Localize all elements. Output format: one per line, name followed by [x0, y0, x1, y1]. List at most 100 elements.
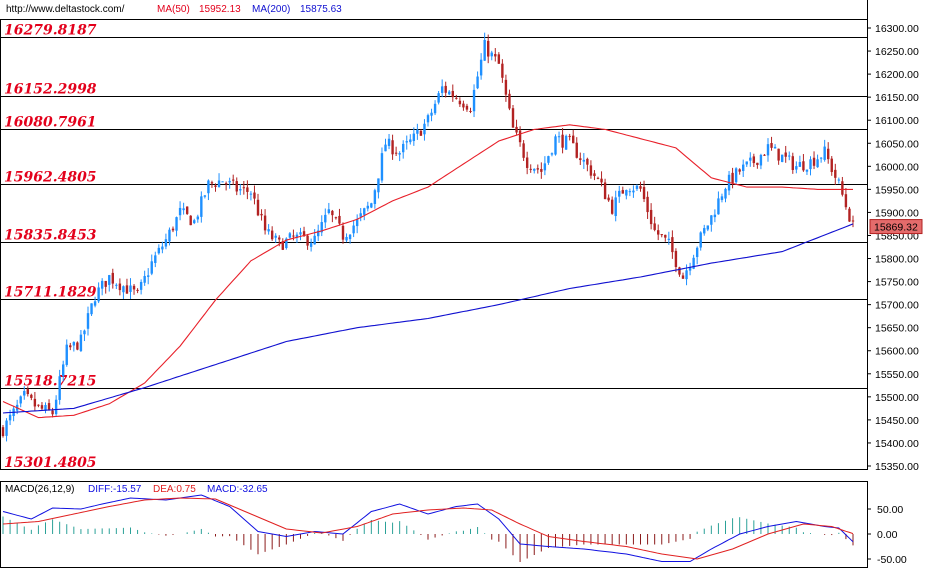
candle-body	[288, 233, 292, 238]
candle-body	[710, 215, 713, 225]
level-label: 16279.8187	[4, 23, 97, 39]
candle-body	[76, 342, 79, 350]
candle-body	[550, 153, 554, 155]
macd-panel: 50.00 0.00 -50.00	[2, 494, 907, 566]
candle-body	[841, 181, 844, 195]
candle-body	[667, 238, 671, 240]
candle-body	[738, 169, 741, 172]
candle-body	[334, 217, 338, 219]
candle-body	[416, 129, 419, 134]
candle-body	[812, 157, 816, 166]
level-label: 15518.7215	[4, 374, 97, 390]
candle-body	[773, 146, 777, 149]
candle-body	[394, 152, 398, 154]
candle-body	[384, 144, 387, 152]
candle-body	[398, 153, 401, 155]
candle-body	[433, 103, 437, 114]
candle-body	[777, 148, 780, 161]
candle-body	[575, 142, 578, 158]
candle-body	[522, 143, 525, 158]
candle-body	[154, 255, 157, 263]
price-tick-label: 16300.00	[875, 23, 919, 35]
main-panel-frame	[0, 19, 868, 470]
candle-body	[770, 143, 773, 148]
candle-body	[377, 178, 380, 193]
candle-body	[830, 158, 833, 173]
candle-body	[430, 112, 433, 116]
candle-body	[593, 173, 596, 177]
price-tick-label: 16200.00	[875, 69, 919, 81]
candle-body	[646, 196, 649, 213]
candle-body	[62, 364, 65, 377]
candle-body	[217, 180, 221, 188]
candle-body	[419, 130, 423, 136]
candle-body	[515, 126, 518, 133]
candle-body	[763, 154, 766, 156]
candle-body	[193, 220, 196, 224]
candle-body	[412, 133, 416, 142]
candle-body	[568, 135, 571, 137]
candle-body	[285, 238, 288, 249]
candle-body	[802, 161, 805, 171]
candle-body	[366, 205, 369, 209]
candle-body	[706, 225, 709, 230]
candle-body	[402, 143, 405, 153]
candle-body	[834, 169, 837, 178]
current-price-tag: 15869.32	[874, 222, 918, 234]
candle-body	[23, 390, 26, 396]
candle-body	[143, 276, 146, 283]
candle-body	[380, 153, 384, 181]
candle-body	[749, 157, 752, 161]
candle-body	[132, 285, 136, 290]
candle-body	[267, 229, 270, 232]
candle-body	[139, 281, 143, 290]
candle-body	[278, 237, 281, 240]
macd-dea-line	[2, 497, 854, 560]
candle-body	[33, 398, 37, 407]
candle-body	[370, 203, 373, 208]
candle-body	[483, 39, 486, 61]
candle-body	[600, 178, 603, 183]
price-tick-label: 16050.00	[875, 138, 919, 150]
candle-body	[51, 410, 54, 415]
candle-body	[614, 197, 617, 217]
candle-body	[338, 215, 341, 224]
candle-body	[30, 394, 33, 398]
candle-body	[182, 208, 185, 211]
candle-body	[44, 405, 47, 411]
candle-body	[632, 190, 635, 193]
candle-body	[79, 334, 83, 351]
candle-body	[649, 209, 653, 225]
candle-body	[766, 144, 770, 156]
candle-body	[508, 93, 511, 109]
candle-body	[596, 177, 600, 179]
candle-body	[657, 230, 660, 235]
candle-body	[589, 165, 593, 176]
candle-body	[232, 179, 235, 181]
candle-body	[200, 196, 203, 217]
candle-body	[610, 199, 614, 214]
price-tick-label: 15400.00	[875, 438, 919, 450]
candle-body	[203, 195, 207, 197]
candle-body	[423, 123, 426, 135]
candle-body	[295, 234, 299, 238]
candle-body	[572, 135, 575, 144]
candle-body	[175, 217, 178, 231]
candle-body	[221, 181, 224, 183]
candle-body	[8, 414, 12, 421]
candle-body	[40, 405, 44, 409]
candle-body	[479, 59, 483, 76]
candle-body	[235, 181, 238, 192]
candle-body	[720, 196, 724, 200]
candle-body	[543, 163, 547, 171]
candle-body	[348, 234, 352, 240]
candle-body	[440, 86, 444, 93]
ma200-line	[2, 223, 854, 414]
candle-body	[664, 234, 667, 238]
candle-body	[37, 404, 40, 406]
current-price-tag-bg	[869, 219, 923, 235]
candle-body	[65, 344, 68, 365]
level-label: 16152.2998	[4, 82, 97, 98]
candle-body	[97, 287, 100, 302]
candle-body	[692, 257, 695, 269]
